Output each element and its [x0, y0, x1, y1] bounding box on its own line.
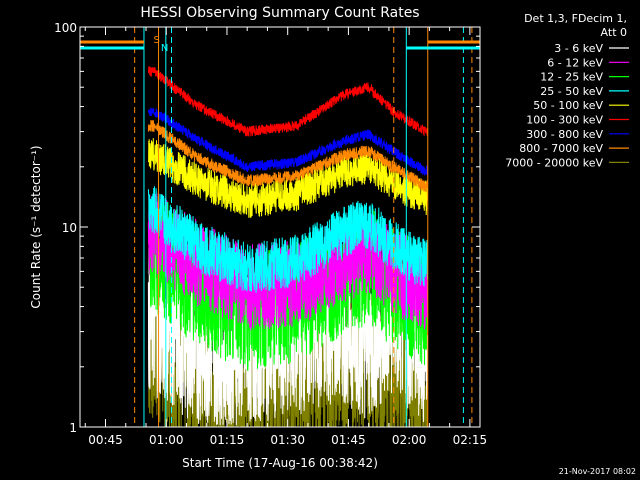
legend-label: 6 - 12 keV [547, 56, 603, 69]
chart-title: HESSI Observing Summary Count Rates [140, 5, 419, 21]
legend-header-line-2: Att 0 [601, 26, 627, 39]
legend-label: 300 - 800 keV [526, 128, 603, 141]
legend-label: 25 - 50 keV [540, 85, 603, 98]
x-tick-label: 01:00 [149, 433, 184, 447]
y-tick-label: 10 [62, 221, 77, 235]
series-line [147, 119, 428, 193]
event-line-label: N [161, 43, 168, 54]
series-line [147, 186, 428, 293]
legend-header-line-1: Det 1,3, FDecim 1, [524, 12, 627, 25]
legend-label: 7000 - 20000 keV [505, 156, 603, 169]
y-tick-label: 1 [69, 421, 77, 435]
series-line [147, 138, 428, 218]
x-tick-label: 02:15 [453, 433, 488, 447]
x-axis-label: Start Time (17-Aug-16 00:38:42) [182, 456, 378, 470]
event-lines: SN [80, 27, 480, 427]
x-tick-label: 01:15 [210, 433, 245, 447]
series-line [147, 107, 428, 176]
event-line-label: S [154, 35, 160, 46]
footer-date: 21-Nov-2017 08:02 [559, 467, 636, 476]
legend-label: 50 - 100 keV [533, 99, 603, 112]
axes: 00:45 01:00 01:15 01:30 01:45 02:00 02:15 1 10 10… [54, 21, 487, 447]
x-tick-label: 02:00 [392, 433, 427, 447]
legend-label: 12 - 25 keV [540, 71, 603, 84]
y-tick-label: 100 [54, 21, 77, 35]
legend-label: 800 - 7000 keV [519, 142, 603, 155]
legend-label: 3 - 6 keV [554, 42, 603, 55]
x-tick-label: 00:45 [88, 433, 123, 447]
x-tick-label: 01:30 [270, 433, 305, 447]
x-tick-label: 01:45 [331, 433, 366, 447]
series-line [147, 66, 428, 137]
legend-label: 100 - 300 keV [526, 114, 603, 127]
y-axis-label: Count Rate (s⁻¹ detector⁻¹) [29, 145, 43, 308]
